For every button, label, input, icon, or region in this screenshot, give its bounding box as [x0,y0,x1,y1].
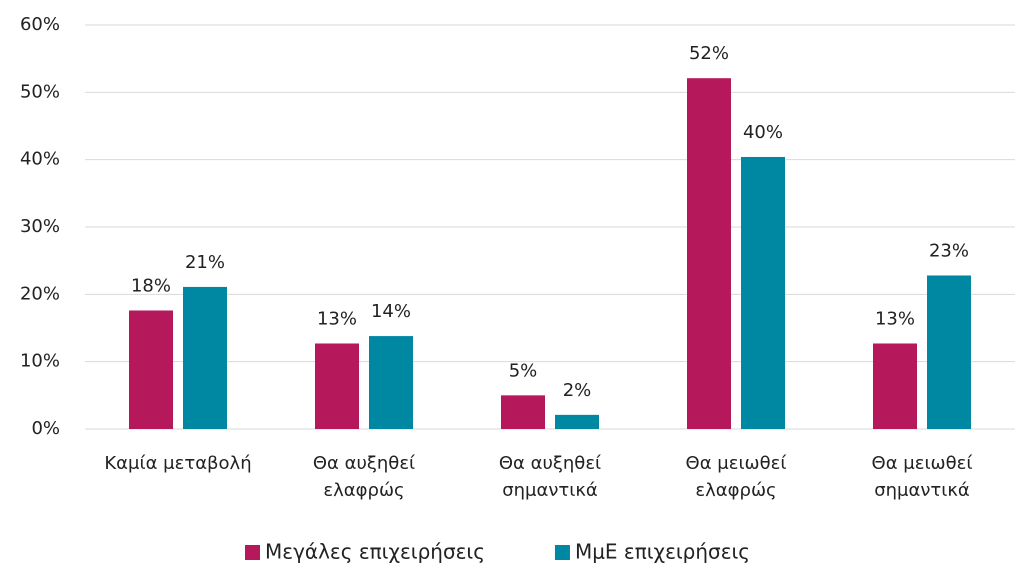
bar [555,414,599,429]
data-label: 13% [317,308,357,329]
data-label: 5% [509,360,538,381]
x-tick-label: Καμία μεταβολή [104,453,252,474]
bar [183,286,227,429]
data-label: 40% [743,122,783,143]
y-tick-label: 0% [31,418,60,439]
data-label: 18% [131,275,171,296]
bar [369,336,413,429]
data-label: 52% [689,43,729,64]
x-tick-label: Θα μειωθεί σημαντικά [871,453,973,501]
data-label: 2% [563,380,592,401]
bar [873,343,917,429]
y-tick-label: 10% [20,351,60,372]
bar [501,395,545,429]
y-tick-label: 50% [20,81,60,102]
x-tick-label: Θα μειωθεί ελαφρώς [685,453,787,501]
y-tick-label: 60% [20,14,60,35]
bar [741,156,785,429]
y-tick-label: 20% [20,283,60,304]
legend-label: ΜμΕ επιχειρήσεις [575,540,750,564]
data-label: 21% [185,252,225,273]
legend-swatch [554,545,570,560]
bar [927,275,971,429]
data-label: 23% [929,240,969,261]
x-tick-label: Θα αυξηθεί σημαντικά [498,453,602,501]
data-label: 14% [371,301,411,322]
bar [129,310,173,429]
legend-swatch [245,545,260,560]
y-tick-label: 30% [20,216,60,237]
data-label: 13% [875,308,915,329]
bar [687,78,731,430]
bar [315,343,359,429]
legend-label: Μεγάλες επιχειρήσεις [265,540,485,564]
x-tick-label: Θα αυξηθεί ελαφρώς [312,453,416,501]
y-tick-label: 40% [20,149,60,170]
